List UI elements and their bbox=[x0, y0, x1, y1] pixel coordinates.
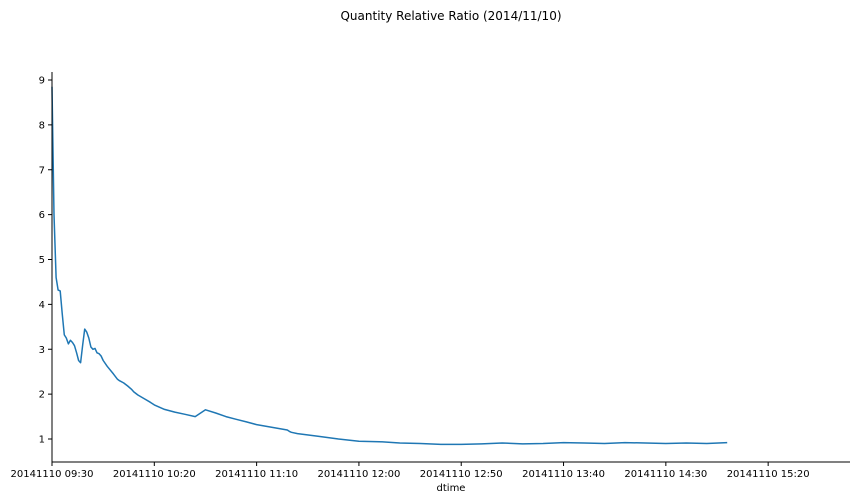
plot-area bbox=[51, 86, 728, 446]
x-tick-label: 20141110 10:20 bbox=[113, 469, 196, 480]
y-tick-label: 6 bbox=[39, 210, 45, 221]
y-tick-label: 8 bbox=[39, 120, 45, 131]
y-tick-label: 9 bbox=[39, 76, 45, 87]
y-tick-label: 3 bbox=[39, 345, 45, 356]
y-axis-ticks: 1 2 3 4 5 6 7 8 9 bbox=[39, 76, 52, 446]
series-line bbox=[51, 86, 728, 446]
x-axis-label: dtime bbox=[437, 483, 466, 494]
y-tick-label: 4 bbox=[39, 300, 45, 311]
x-tick-label: 20141110 11:10 bbox=[215, 469, 298, 480]
x-tick-label: 20141110 15:20 bbox=[727, 469, 810, 480]
y-tick-label: 7 bbox=[39, 165, 45, 176]
y-tick-label: 2 bbox=[39, 390, 45, 401]
x-tick-label: 20141110 12:00 bbox=[317, 469, 400, 480]
chart-title: Quantity Relative Ratio (2014/11/10) bbox=[340, 9, 561, 23]
x-tick-label: 20141110 14:30 bbox=[624, 469, 707, 480]
x-tick-label: 20141110 09:30 bbox=[11, 469, 94, 480]
x-axis-ticks: 20141110 09:30 20141110 10:20 20141110 11:… bbox=[11, 462, 810, 480]
x-tick-label: 20141110 12:50 bbox=[420, 469, 503, 480]
y-tick-label: 1 bbox=[39, 435, 45, 446]
y-tick-label: 5 bbox=[39, 255, 45, 266]
x-tick-label: 20141110 13:40 bbox=[522, 469, 605, 480]
